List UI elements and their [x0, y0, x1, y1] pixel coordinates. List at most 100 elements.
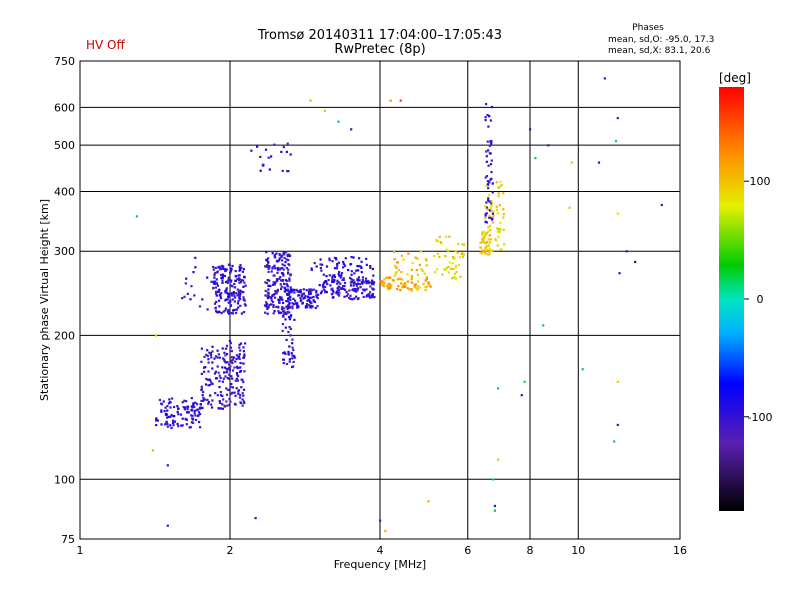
- echo-point: [213, 372, 217, 375]
- echo-point: [278, 311, 281, 314]
- echo-point: [229, 300, 232, 303]
- echo-point: [322, 288, 325, 291]
- echo-point: [312, 295, 315, 299]
- echo-point: [256, 145, 259, 148]
- echo-point: [287, 170, 290, 173]
- echo-point: [196, 414, 200, 417]
- echo-point: [339, 276, 342, 279]
- echo-point: [352, 288, 355, 291]
- echo-point: [280, 296, 283, 299]
- echo-point: [300, 294, 303, 297]
- echo-point: [487, 187, 490, 190]
- echo-point: [222, 398, 225, 401]
- echo-point: [285, 266, 288, 270]
- echo-point: [357, 276, 360, 279]
- echo-point: [227, 309, 230, 312]
- echo-point: [243, 355, 246, 358]
- echo-point: [436, 240, 439, 243]
- echo-point: [328, 259, 331, 262]
- echo-point: [489, 209, 492, 212]
- echo-point: [223, 371, 226, 374]
- echo-point: [497, 186, 500, 189]
- echo-point: [201, 298, 204, 301]
- echo-point: [315, 294, 318, 297]
- echo-point: [489, 216, 492, 219]
- echo-point: [273, 254, 276, 257]
- echo-point: [447, 249, 450, 252]
- echo-point: [211, 406, 214, 409]
- echo-point: [307, 298, 310, 301]
- echo-point: [487, 230, 490, 233]
- echo-point: [214, 286, 217, 289]
- echo-point: [238, 343, 241, 346]
- echo-point: [404, 285, 407, 288]
- echo-point: [304, 306, 307, 309]
- echo-point: [234, 269, 237, 273]
- echo-point: [227, 366, 231, 369]
- echo-point: [210, 382, 213, 385]
- echo-point: [331, 279, 334, 282]
- echo-point: [209, 394, 212, 397]
- x-tick-label: 2: [227, 544, 234, 557]
- echo-point: [223, 351, 226, 354]
- echo-point: [337, 288, 340, 291]
- echo-point: [221, 347, 224, 350]
- echo-point: [198, 305, 202, 308]
- echo-point: [222, 267, 225, 271]
- echo-point: [235, 377, 238, 380]
- echo-point: [240, 378, 243, 381]
- echo-point: [213, 302, 217, 305]
- echo-point: [502, 213, 506, 216]
- echo-point: [274, 256, 277, 259]
- echo-point: [233, 308, 236, 312]
- echo-point: [425, 264, 428, 267]
- echo-point: [231, 358, 235, 361]
- echo-point: [241, 398, 244, 401]
- echo-point: [200, 360, 203, 363]
- echo-point: [372, 274, 375, 277]
- echo-point: [340, 272, 344, 275]
- echo-point: [218, 380, 221, 383]
- echo-point: [156, 419, 159, 422]
- echo-point: [283, 307, 286, 310]
- echo-point: [221, 281, 224, 284]
- echo-point: [213, 357, 216, 360]
- echo-point: [309, 306, 313, 309]
- echo-point: [194, 401, 197, 404]
- echo-point: [250, 149, 253, 152]
- echo-point: [231, 377, 234, 380]
- echo-point: [410, 268, 413, 271]
- echo-point: [224, 291, 227, 294]
- echo-point: [242, 400, 246, 403]
- echo-point: [225, 387, 228, 390]
- echo-point: [214, 392, 217, 395]
- echo-point: [235, 372, 239, 375]
- x-tick-label: 4: [377, 544, 384, 557]
- echo-point: [305, 289, 308, 292]
- echo-point: [273, 310, 276, 313]
- echo-point: [416, 285, 419, 288]
- echo-point: [286, 311, 289, 314]
- echo-point: [497, 458, 500, 461]
- echo-point: [266, 295, 269, 298]
- echo-point: [259, 169, 262, 172]
- echo-point: [421, 269, 424, 272]
- echo-point: [285, 312, 288, 316]
- echo-point: [287, 331, 290, 334]
- echo-point: [488, 252, 491, 255]
- echo-point: [266, 279, 269, 282]
- echo-point: [266, 312, 269, 315]
- echo-point: [287, 315, 291, 319]
- echo-point: [271, 267, 274, 270]
- echo-point: [491, 249, 494, 252]
- echo-point: [453, 276, 456, 279]
- echo-point: [214, 377, 218, 380]
- echo-point: [488, 115, 491, 118]
- echo-point: [227, 301, 230, 304]
- echo-point: [230, 360, 233, 363]
- echo-point: [215, 300, 218, 303]
- echo-point: [309, 99, 312, 102]
- echo-point: [406, 273, 409, 276]
- echo-point: [332, 296, 335, 299]
- echo-point: [239, 349, 242, 352]
